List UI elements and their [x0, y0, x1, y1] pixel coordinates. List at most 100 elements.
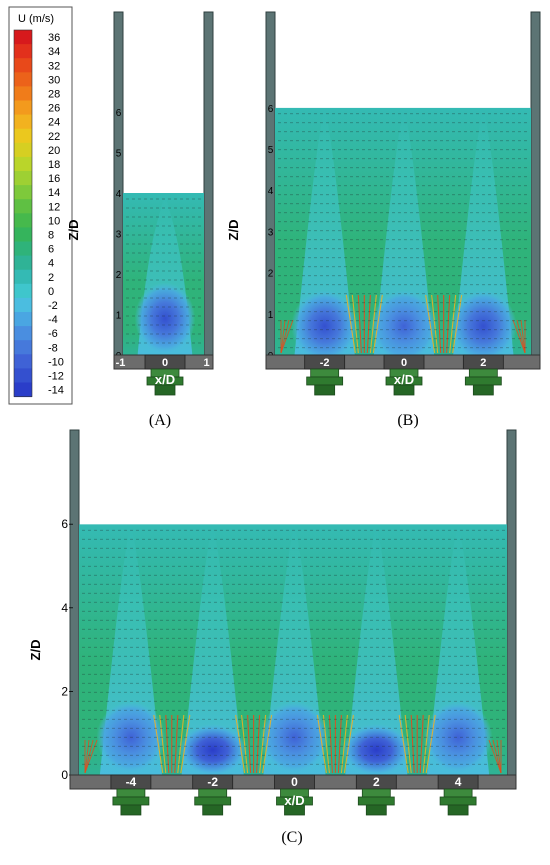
legend-label: -10: [48, 356, 64, 368]
right-wall: [530, 11, 541, 363]
panel-a: 0 1 2 3 4 5 6 Z/D -1 0 1 x/D (A): [66, 11, 214, 429]
jet-plume: [345, 524, 408, 775]
panel-caption: (C): [281, 829, 302, 846]
z-tick-label: 3: [268, 227, 274, 238]
x-tick-label: 0: [291, 775, 298, 789]
jet-streak: [153, 714, 191, 774]
nozzle-housing: [144, 354, 186, 396]
recirculation-zone: [134, 282, 196, 355]
legend-label: 28: [48, 88, 60, 100]
nozzle-housing: [437, 774, 479, 816]
legend-swatch: [14, 354, 32, 369]
velocity-field: [275, 107, 531, 355]
legend-swatch: [14, 30, 32, 45]
x-tick-label: -1: [116, 357, 126, 369]
nozzle-housing: [355, 774, 397, 816]
legend-label: 14: [48, 187, 60, 199]
legend-title: U (m/s): [18, 13, 54, 25]
legend-swatch: [14, 283, 32, 299]
x-tick-label: -2: [207, 775, 218, 789]
x-tick-label: 2: [373, 775, 380, 789]
z-tick-label: 0: [61, 768, 68, 782]
tank-floor: [69, 774, 517, 816]
z-tick-label: 1: [268, 310, 274, 321]
legend-swatch: [14, 156, 32, 172]
legend-label: 12: [48, 201, 60, 213]
x-axis: -4 -2 0 2 4: [126, 775, 462, 789]
recirculation-zone: [178, 723, 248, 776]
velocity-vectors: [126, 198, 201, 344]
legend-swatch: [14, 72, 32, 87]
velocity-vectors: [82, 529, 505, 765]
z-tick-label: 6: [116, 108, 122, 119]
recirculation-zone: [341, 723, 411, 776]
z-tick-label: 5: [116, 149, 122, 160]
z-tick-label: 2: [116, 270, 122, 281]
legend-swatch: [14, 185, 32, 200]
panel-caption: (B): [397, 412, 418, 429]
velocity-field: [123, 193, 204, 355]
nozzle-housing: [383, 354, 425, 396]
left-wall: [69, 429, 80, 781]
z-tick-label: 2: [268, 269, 274, 280]
panel-b: 0 1 2 3 4 5 6 Z/D -2 0 2 x/D (B): [226, 11, 541, 429]
velocity-vectors: [278, 113, 527, 349]
z-axis-label: Z/D: [66, 220, 81, 241]
nozzle-housing: [304, 354, 346, 396]
z-tick-label: 5: [268, 145, 274, 156]
legend-swatch: [14, 368, 32, 383]
legend-swatch: [14, 44, 32, 59]
z-tick-label: 4: [116, 189, 122, 200]
z-axis-label: Z/D: [226, 220, 241, 241]
legend-label: 6: [48, 244, 54, 256]
legend-label: 32: [48, 60, 60, 72]
recirculation-zone: [450, 290, 517, 355]
x-tick-label: -2: [320, 357, 330, 369]
legend-label: -4: [48, 314, 58, 326]
jet-plume: [181, 524, 244, 775]
legend-label: 34: [48, 46, 60, 58]
legend-swatch: [14, 171, 32, 186]
legend-label: 8: [48, 229, 54, 241]
tank-floor: [113, 354, 214, 396]
jet-plume: [453, 107, 514, 355]
nozzle-housing: [462, 354, 504, 396]
jet-streak: [425, 294, 463, 354]
legend-label: 4: [48, 258, 54, 270]
nozzle-housing: [110, 774, 152, 816]
x-axis-label: x/D: [394, 372, 414, 387]
legend-label: 26: [48, 103, 60, 115]
legend-label: -14: [48, 385, 64, 397]
legend-swatch: [14, 312, 32, 327]
legend-label: 10: [48, 215, 60, 227]
wall-jet-streak: [488, 739, 502, 774]
velocity-field: [79, 524, 507, 776]
z-tick-label: 4: [268, 186, 274, 197]
legend-swatch: [14, 382, 32, 398]
panel-caption: (A): [149, 412, 171, 429]
z-tick-label: 6: [61, 517, 68, 531]
x-tick-label: 4: [455, 775, 462, 789]
z-tick-label: 4: [61, 601, 68, 615]
legend-swatch: [14, 241, 32, 257]
legend-swatch: [14, 100, 32, 116]
z-tick-label: 1: [116, 311, 122, 322]
right-wall: [506, 429, 517, 781]
legend-swatch: [14, 213, 32, 228]
wall-jet-streak: [280, 319, 294, 354]
legend-label: 0: [48, 286, 54, 298]
z-axis-label: Z/D: [28, 640, 43, 661]
legend-swatch: [14, 255, 32, 271]
legend-label: 30: [48, 74, 60, 86]
jet-streak: [235, 714, 273, 774]
legend-label: -8: [48, 342, 58, 354]
z-tick-label: 3: [116, 230, 122, 241]
legend-label: -12: [48, 370, 64, 382]
jet-streak: [345, 294, 383, 354]
x-axis-label: x/D: [155, 372, 175, 387]
legend-swatch: [14, 227, 32, 242]
legend-label: 16: [48, 173, 60, 185]
panel-c: 0 2 4 6 Z/D -4 -2 0 2 4 x/D (C): [28, 429, 517, 846]
jet-streak: [316, 714, 354, 774]
